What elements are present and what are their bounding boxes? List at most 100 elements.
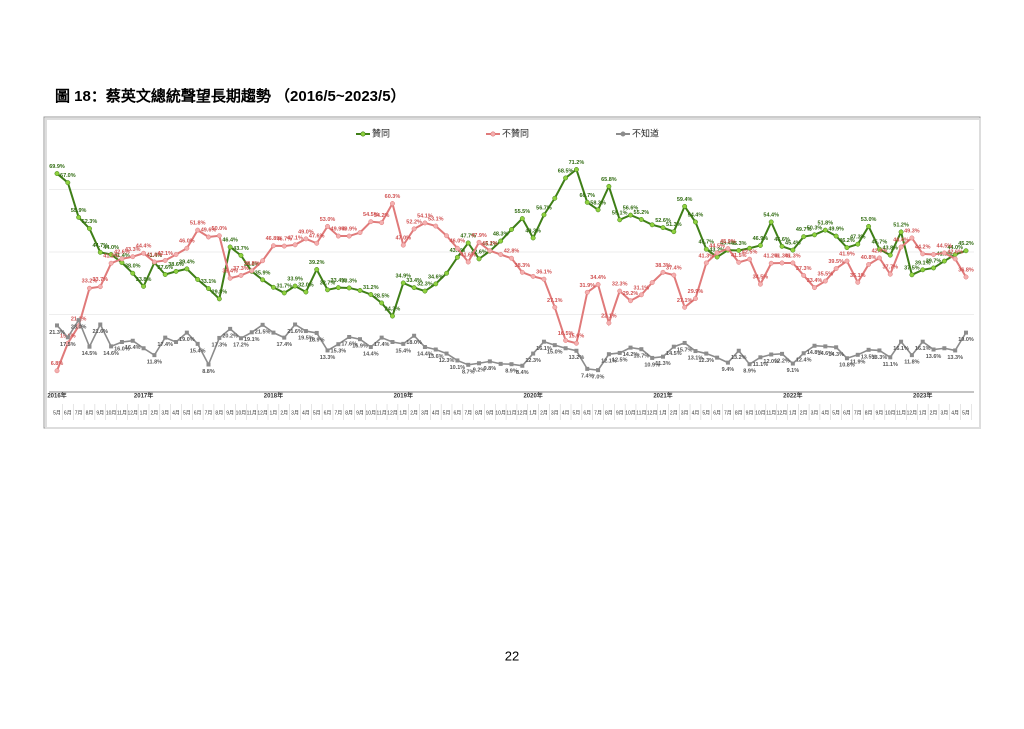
data-label: 37.3% bbox=[796, 266, 812, 272]
data-label: 49.3% bbox=[525, 228, 541, 234]
data-label: 44.0% bbox=[103, 245, 119, 251]
data-label: 18.0% bbox=[406, 340, 422, 346]
data-label: 54.2% bbox=[374, 213, 390, 219]
point bbox=[769, 352, 774, 357]
data-label: 16.0% bbox=[114, 346, 130, 352]
data-label: 14.4% bbox=[363, 351, 379, 357]
point bbox=[216, 296, 222, 302]
data-label: 46.2% bbox=[839, 238, 855, 244]
data-label: 54.5% bbox=[363, 212, 379, 218]
point bbox=[693, 296, 698, 302]
data-label: 41.2% bbox=[103, 254, 119, 260]
data-label: 18.9% bbox=[309, 337, 325, 343]
point bbox=[715, 355, 720, 360]
data-label: 11.8% bbox=[147, 360, 162, 366]
point bbox=[693, 219, 698, 225]
x-tick-label: 11月 bbox=[896, 410, 906, 416]
data-label: 55.9% bbox=[71, 208, 87, 214]
point bbox=[736, 247, 742, 253]
point bbox=[368, 345, 373, 349]
point bbox=[909, 235, 915, 241]
point bbox=[801, 351, 806, 356]
point bbox=[195, 341, 200, 346]
point bbox=[335, 233, 341, 239]
x-tick-label: 6月 bbox=[843, 410, 851, 416]
point bbox=[400, 280, 406, 286]
data-label: 52.6% bbox=[655, 218, 671, 224]
data-label: 44.7% bbox=[92, 243, 108, 249]
point bbox=[725, 246, 731, 252]
x-tick-label: 3月 bbox=[681, 410, 689, 416]
point bbox=[281, 290, 287, 296]
data-label: 41.6% bbox=[147, 252, 163, 258]
point bbox=[400, 242, 406, 248]
point bbox=[163, 335, 168, 340]
point bbox=[119, 340, 124, 344]
data-label: 11.9% bbox=[850, 359, 865, 365]
x-tick-label: 2月 bbox=[540, 410, 548, 416]
point bbox=[823, 344, 828, 349]
point bbox=[952, 256, 958, 262]
point bbox=[228, 326, 233, 331]
x-tick-label: 2月 bbox=[410, 410, 418, 416]
point bbox=[584, 199, 590, 205]
data-label: 44.2% bbox=[915, 244, 931, 250]
point bbox=[368, 219, 374, 225]
data-label: 33.4% bbox=[331, 278, 347, 284]
point bbox=[444, 233, 450, 239]
data-label: 14.6% bbox=[103, 351, 119, 357]
point bbox=[195, 227, 201, 233]
x-tick-label: 8月 bbox=[215, 410, 223, 416]
data-label: 41.4% bbox=[114, 253, 130, 259]
data-label: 42.6% bbox=[471, 249, 487, 255]
data-label: 13.5% bbox=[861, 354, 877, 360]
point bbox=[888, 355, 893, 360]
point bbox=[314, 267, 320, 272]
point bbox=[358, 337, 362, 342]
data-label: 55.2% bbox=[634, 210, 650, 216]
point bbox=[899, 339, 904, 344]
point bbox=[898, 229, 904, 235]
data-label: 45.9% bbox=[720, 239, 736, 245]
point bbox=[65, 335, 70, 340]
point bbox=[649, 280, 655, 286]
point bbox=[141, 283, 147, 289]
point bbox=[141, 250, 147, 256]
point bbox=[931, 252, 936, 257]
data-label: 37.6% bbox=[157, 265, 173, 271]
point bbox=[108, 252, 114, 257]
point bbox=[541, 339, 546, 344]
data-label: 14.2% bbox=[623, 352, 639, 358]
point bbox=[325, 348, 330, 353]
year-label: 2023年 bbox=[913, 392, 932, 400]
data-label: 44.0% bbox=[947, 245, 963, 251]
point bbox=[174, 340, 179, 344]
point bbox=[801, 272, 807, 278]
data-label: 43.7% bbox=[233, 246, 249, 252]
page-number: 22 bbox=[505, 648, 519, 663]
data-label: 58.3% bbox=[590, 200, 606, 206]
data-label: 34.9% bbox=[395, 273, 411, 279]
legend-marker bbox=[490, 131, 496, 137]
point bbox=[638, 217, 644, 222]
point bbox=[109, 344, 114, 349]
point bbox=[941, 258, 947, 264]
point bbox=[379, 220, 385, 226]
point bbox=[292, 242, 298, 248]
point bbox=[325, 287, 330, 293]
data-label: 8.9% bbox=[743, 369, 756, 375]
data-label: 39.4% bbox=[179, 259, 195, 265]
data-label: 45.7% bbox=[698, 240, 714, 246]
data-label: 41.5% bbox=[731, 253, 747, 259]
point bbox=[357, 287, 363, 293]
data-label: 15.6% bbox=[569, 334, 585, 340]
point bbox=[76, 318, 81, 323]
x-tick-label: 10月 bbox=[755, 410, 766, 416]
point bbox=[876, 255, 882, 261]
data-label: 29.2% bbox=[623, 291, 639, 297]
data-label: 44.5% bbox=[709, 243, 725, 249]
data-label: 45.4% bbox=[785, 241, 801, 247]
data-label: 13.7% bbox=[634, 354, 650, 360]
data-label: 46.9% bbox=[753, 236, 769, 242]
data-label: 31.9% bbox=[579, 283, 595, 289]
